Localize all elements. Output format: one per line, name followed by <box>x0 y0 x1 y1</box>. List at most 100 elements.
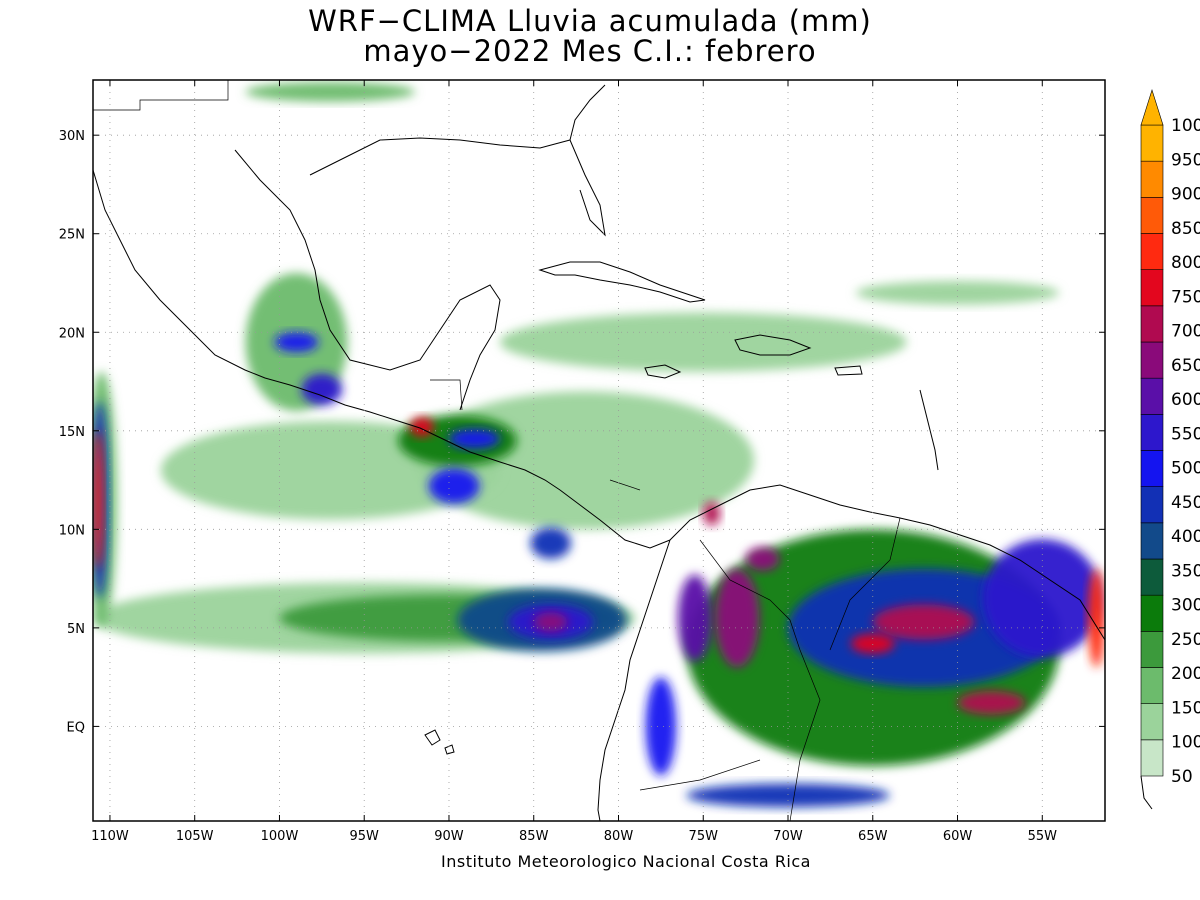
coastline-south-america <box>669 484 1105 641</box>
colorbar-min-arrow <box>1140 775 1153 810</box>
precip-cell-32 <box>93 430 104 569</box>
precip-cell-3 <box>499 312 907 372</box>
colorbar-swatch-17 <box>1140 124 1164 162</box>
colorbar-label: 350 <box>1171 561 1200 581</box>
colorbar: 50 100 150 200 250 300 350 400 450 500 550 600 650 70… <box>1140 88 1200 810</box>
lat-tick-label: 30N <box>59 129 85 144</box>
colorbar-label: 450 <box>1171 493 1200 513</box>
lon-tick-label: 100W <box>261 829 299 844</box>
colorbar-label: 900 <box>1171 185 1200 205</box>
colorbar-swatch-12 <box>1140 305 1164 343</box>
coastline-us-east <box>569 84 606 141</box>
map-title-line-1: WRF−CLIMA Lluvia acumulada (mm) <box>308 4 872 38</box>
precip-cell-16 <box>274 332 319 352</box>
colorbar-label: 200 <box>1171 664 1200 684</box>
lat-tick-label: EQ <box>67 720 85 735</box>
lon-tick-label: 75W <box>689 829 719 844</box>
colorbar-label: 400 <box>1171 527 1200 547</box>
coastline-pacific-south-america <box>597 539 671 821</box>
colorbar-swatch-0 <box>1140 739 1164 777</box>
colorbar-swatch-10 <box>1140 377 1164 415</box>
lon-tick-label: 105W <box>176 829 214 844</box>
country-borders <box>93 80 901 821</box>
coastline-us-gulf <box>309 137 606 237</box>
colorbar-swatch-7 <box>1140 486 1164 524</box>
coastline-jamaica <box>644 364 682 379</box>
colorbar-swatch-3 <box>1140 631 1164 668</box>
precip-cell-13 <box>530 527 572 559</box>
colorbar-label: 50 <box>1171 767 1193 787</box>
precip-cell-25 <box>715 568 760 668</box>
colorbar-label: 600 <box>1171 390 1200 410</box>
colorbar-label: 150 <box>1171 698 1200 718</box>
colorbar-swatch-9 <box>1140 414 1164 451</box>
colorbar-label: 700 <box>1171 322 1200 342</box>
colorbar-label: 750 <box>1171 287 1200 307</box>
colorbar-label: 250 <box>1171 630 1200 650</box>
precip-cell-19 <box>645 677 677 776</box>
colorbar-label: 300 <box>1171 596 1200 616</box>
coastline-galapagos <box>424 729 455 755</box>
precip-cell-33 <box>1088 568 1105 668</box>
lat-tick-label: 25N <box>59 228 85 243</box>
precip-cell-29 <box>957 690 1026 715</box>
map-frame <box>92 79 1106 822</box>
precip-cell-15 <box>686 783 890 808</box>
axis-ticks: 110W 105W 100W 95W 90W 85W 80W 75W 70W 65W 60W 55W 3… <box>59 80 1105 844</box>
precipitation-field <box>93 81 1105 808</box>
coastline-hispaniola <box>734 334 812 356</box>
colorbar-label: 650 <box>1171 356 1200 376</box>
coastline-puerto-rico <box>834 365 863 376</box>
precip-cell-26 <box>745 547 780 571</box>
precip-cell-31 <box>850 633 895 654</box>
lon-tick-label: 60W <box>943 829 973 844</box>
lon-tick-label: 95W <box>350 829 380 844</box>
precip-cell-24 <box>533 612 568 632</box>
colorbar-label: 800 <box>1171 253 1200 273</box>
map-title-line-2: mayo−2022 Mes C.I.: febrero <box>363 34 817 68</box>
lon-tick-label: 70W <box>773 829 803 844</box>
colorbar-swatch-14 <box>1140 233 1164 270</box>
precip-cell-30 <box>409 416 434 437</box>
precip-cell-4 <box>855 281 1060 305</box>
colorbar-swatch-4 <box>1140 594 1164 632</box>
lat-tick-label: 20N <box>59 326 85 341</box>
colorbar-swatch-8 <box>1140 450 1164 487</box>
colorbar-swatch-11 <box>1140 341 1164 379</box>
colorbar-swatch-16 <box>1140 160 1164 198</box>
colorbar-label: 850 <box>1171 219 1200 239</box>
colorbar-label: 550 <box>1171 424 1200 444</box>
colorbar-swatch-6 <box>1140 522 1164 560</box>
coastline-cuba <box>538 261 706 303</box>
colorbar-swatch-1 <box>1140 703 1164 741</box>
graticule <box>93 80 1105 821</box>
precip-cell-7 <box>245 81 416 102</box>
colorbar-swatch-15 <box>1140 197 1164 234</box>
lon-tick-label: 55W <box>1028 829 1058 844</box>
coastline-gulf-mexico <box>234 149 501 411</box>
colorbar-swatch-5 <box>1140 558 1164 596</box>
lat-tick-label: 10N <box>59 523 85 538</box>
colorbar-label: 1000 <box>1171 116 1200 136</box>
lesser-antilles <box>919 389 939 471</box>
precip-cell-21 <box>301 373 343 406</box>
coastline-north-america <box>93 169 671 549</box>
precip-cell-22 <box>982 539 1102 658</box>
colorbar-label: 950 <box>1171 150 1200 170</box>
lon-tick-label: 90W <box>434 829 464 844</box>
precip-cell-28 <box>872 604 975 640</box>
lat-tick-label: 5N <box>67 622 85 637</box>
precip-cell-23 <box>677 574 712 662</box>
lon-tick-label: 80W <box>604 829 634 844</box>
colorbar-label: 500 <box>1171 459 1200 479</box>
colorbar-swatch-2 <box>1140 667 1164 704</box>
colorbar-max-arrow <box>1140 88 1164 126</box>
credit-footer: Instituto Meteorologico Nacional Costa R… <box>441 852 811 871</box>
lat-tick-label: 15N <box>59 425 85 440</box>
coastlines <box>93 80 1105 821</box>
lon-tick-label: 110W <box>91 829 129 844</box>
precip-cell-17 <box>428 468 480 504</box>
lon-tick-label: 85W <box>519 829 549 844</box>
colorbar-swatch-13 <box>1140 269 1164 307</box>
